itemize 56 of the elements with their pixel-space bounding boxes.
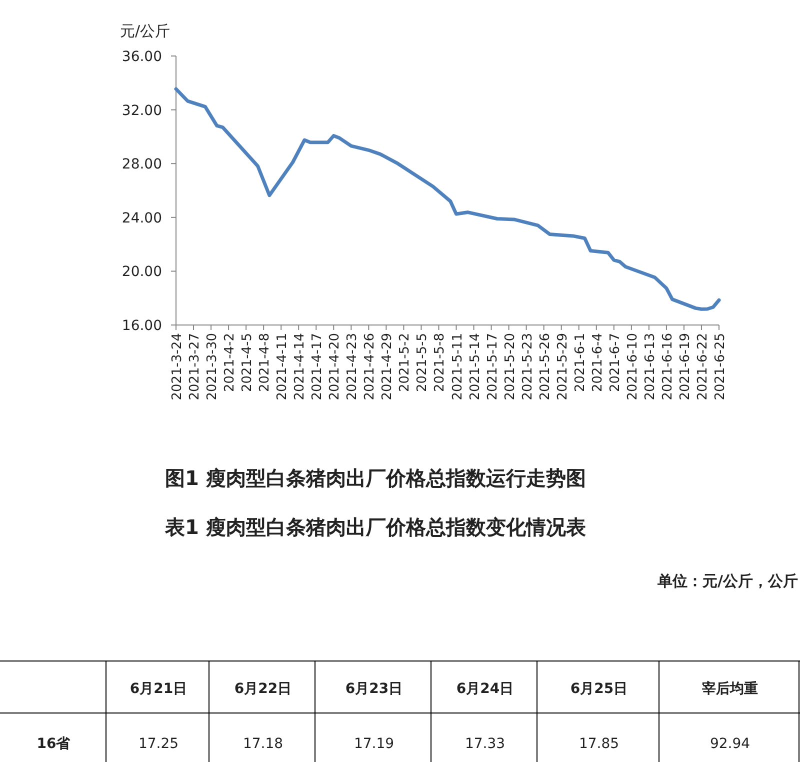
y-tick-label: 28.00 xyxy=(122,156,162,173)
x-tick-label: 2021-4-17 xyxy=(310,333,326,400)
x-tick-label: 2021-4-29 xyxy=(380,333,396,400)
x-tick-label: 2021-4-26 xyxy=(362,333,378,400)
y-tick-label: 20.00 xyxy=(122,264,162,280)
text: 17.18 xyxy=(242,736,284,752)
x-tick-label: 2021-3-30 xyxy=(205,333,220,400)
y-tick-label: 36.00 xyxy=(122,49,162,65)
y-axis-title: 元/公斤 xyxy=(120,22,170,40)
x-tick-label: 2021-4-11 xyxy=(275,333,290,400)
x-tick-label: 2021-6-4 xyxy=(590,333,606,392)
x-tick-label: 2021-4-8 xyxy=(258,333,273,392)
x-tick-label: 2021-5-23 xyxy=(520,333,536,400)
text: 17.85 xyxy=(578,736,620,752)
text: 图1 瘦肉型白条猪肉出厂价格总指数运行走势图 xyxy=(165,466,586,490)
x-tick-label: 2021-6-16 xyxy=(660,333,676,400)
y-tick-label: 16.00 xyxy=(122,318,162,334)
x-tick-label: 2021-6-19 xyxy=(678,333,693,400)
text: 17.25 xyxy=(138,736,179,752)
text: 单位：元/公斤，公斤 xyxy=(656,572,798,590)
x-tick-label: 2021-4-14 xyxy=(292,333,308,400)
x-tick-label: 2021-5-11 xyxy=(450,333,466,400)
x-tick-label: 2021-6-22 xyxy=(695,333,710,400)
x-tick-label: 2021-4-20 xyxy=(328,333,343,400)
text: 6月23日 xyxy=(345,681,403,697)
x-tick-label: 2021-5-26 xyxy=(538,333,553,400)
text: 表1 瘦肉型白条猪肉出厂价格总指数变化情况表 xyxy=(164,515,586,539)
x-tick-label: 2021-5-17 xyxy=(485,333,500,400)
x-tick-label: 2021-4-23 xyxy=(345,333,360,400)
x-tick-label: 2021-3-24 xyxy=(170,333,185,400)
y-tick-label: 32.00 xyxy=(122,102,162,119)
x-tick-label: 2021-5-14 xyxy=(468,333,483,400)
x-tick-label: 2021-6-10 xyxy=(625,333,640,400)
text: 6月24日 xyxy=(456,681,514,697)
y-tick-label: 24.00 xyxy=(122,210,162,226)
x-tick-label: 2021-5-5 xyxy=(415,333,430,392)
line-series xyxy=(174,87,721,311)
text: 6月21日 xyxy=(130,681,188,697)
x-tick-label: 2021-3-27 xyxy=(188,333,203,400)
x-tick-label: 2021-5-29 xyxy=(555,333,570,400)
text: 17.33 xyxy=(464,736,506,752)
text: 宰后均重 xyxy=(702,680,758,697)
text: 6月25日 xyxy=(570,681,628,697)
text: 92.94 xyxy=(710,736,750,752)
x-tick-label: 2021-6-25 xyxy=(713,333,728,400)
text: 16省 xyxy=(36,736,72,752)
x-tick-label: 2021-4-5 xyxy=(240,333,256,392)
x-tick-label: 2021-4-2 xyxy=(222,333,238,392)
x-tick-label: 2021-6-7 xyxy=(608,333,623,392)
x-tick-label: 2021-5-8 xyxy=(432,333,448,392)
text: 6月22日 xyxy=(234,681,292,697)
x-tick-label: 2021-5-20 xyxy=(502,333,518,400)
x-tick-label: 2021-6-13 xyxy=(642,333,658,400)
x-tick-label: 2021-5-2 xyxy=(398,333,413,392)
x-tick-label: 2021-6-1 xyxy=(572,333,588,392)
text: 17.19 xyxy=(354,736,394,752)
